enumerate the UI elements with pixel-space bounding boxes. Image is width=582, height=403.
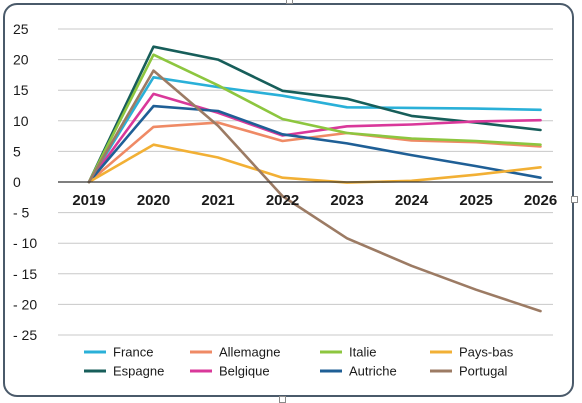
y-tick-label: - 5 [13, 205, 30, 221]
legend-label: Portugal [459, 364, 508, 379]
y-tick-label: - 25 [13, 327, 37, 343]
legend: France Allemagne Italie Pays-bas Espagne Belg… [84, 345, 514, 379]
y-tick-label: 20 [13, 52, 29, 68]
y-tick-label: - 20 [13, 296, 37, 312]
x-tick-label: 2019 [72, 192, 105, 209]
legend-item-allemagne: Allemagne [190, 345, 280, 360]
x-tick-label: 2023 [330, 192, 363, 209]
legend-item-france: France [84, 345, 153, 360]
legend-label: Autriche [349, 364, 397, 379]
legend-item-autriche: Autriche [320, 364, 397, 379]
x-tick-label: 2025 [459, 192, 492, 209]
y-tick-label: 0 [13, 174, 21, 190]
x-tick-label: 2021 [201, 192, 234, 209]
x-tick-label: 2024 [395, 192, 429, 209]
series-line-italie [87, 53, 542, 184]
y-axis-ticks: 25 20 15 10 5 0 - 5 - 10 - 15 - 20 - 25 [13, 21, 37, 343]
legend-label: France [113, 345, 153, 360]
x-tick-label: 2022 [266, 192, 299, 209]
legend-label: Pays-bas [459, 345, 514, 360]
series-lines [87, 45, 542, 313]
legend-item-portugal: Portugal [430, 364, 508, 379]
y-tick-label: - 15 [13, 266, 37, 282]
legend-label: Belgique [219, 364, 270, 379]
series-line-allemagne [87, 121, 542, 184]
resize-handle-top[interactable] [286, 0, 293, 4]
x-tick-label: 2020 [137, 192, 170, 209]
x-axis-ticks: 2019 2020 2021 2022 2023 2024 2025 2026 [72, 192, 557, 209]
legend-item-espagne: Espagne [84, 364, 164, 379]
x-tick-label: 2026 [524, 192, 557, 209]
legend-label: Allemagne [219, 345, 280, 360]
legend-item-italie: Italie [320, 345, 376, 360]
series-line-espagne [87, 45, 542, 184]
legend-label: Italie [349, 345, 376, 360]
y-tick-label: 25 [13, 21, 29, 37]
series-line-portugal [87, 69, 542, 313]
series-line-belgique [87, 92, 542, 184]
series-line-pays-bas [87, 143, 542, 184]
y-tick-label: 15 [13, 82, 29, 98]
legend-item-belgique: Belgique [190, 364, 270, 379]
y-tick-label: 5 [13, 143, 21, 159]
y-tick-label: - 10 [13, 235, 37, 251]
y-tick-label: 10 [13, 113, 29, 129]
legend-item-pays-bas: Pays-bas [430, 345, 514, 360]
series-line-autriche [87, 104, 542, 184]
legend-label: Espagne [113, 364, 164, 379]
resize-handle-right[interactable] [571, 196, 578, 203]
